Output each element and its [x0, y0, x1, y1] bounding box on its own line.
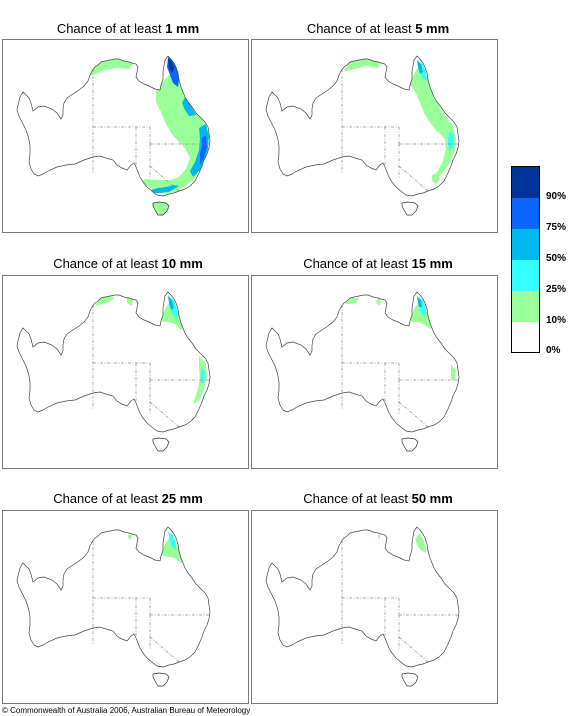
- rainfall-probability-region: [376, 299, 381, 306]
- probability-fill: [128, 532, 184, 563]
- rainfall-probability-region: [127, 298, 133, 306]
- rainfall-probability-region: [417, 61, 423, 74]
- panel-title-50mm: Chance of at least 50 mm: [303, 491, 453, 506]
- panel-title-1mm: Chance of at least 1 mm: [56, 21, 200, 36]
- map-25mm: [2, 510, 249, 704]
- state-border: [398, 636, 429, 663]
- rainfall-probability-region: [417, 297, 422, 307]
- australia-map: [265, 55, 460, 216]
- rainfall-probability-region: [410, 64, 456, 176]
- australia-map: [265, 291, 460, 452]
- state-border: [149, 636, 180, 663]
- legend-label-90: 90%: [546, 191, 567, 202]
- coastline: [16, 526, 211, 668]
- legend-colorbar: [511, 166, 540, 353]
- state-border: [398, 401, 429, 428]
- panel-title-5mm: Chance of at least 5 mm: [306, 21, 450, 36]
- rainfall-probability-region: [161, 535, 184, 563]
- rainfall-probability-region: [432, 172, 440, 185]
- legend-label-0: 0%: [546, 345, 561, 356]
- rainfall-probability-region: [151, 185, 179, 193]
- coastline: [265, 526, 460, 668]
- legend-swatch-90-100: [512, 167, 539, 198]
- tasmania-outline: [152, 201, 170, 216]
- state-border: [398, 165, 429, 192]
- rainfall-probability-region: [415, 533, 426, 553]
- rainfall-probability-region: [345, 298, 359, 304]
- tasmania-outline: [401, 201, 419, 216]
- rainfall-probability-region: [168, 296, 174, 310]
- probability-fill: [95, 295, 207, 404]
- probability-fill: [378, 533, 426, 553]
- coastline: [16, 291, 211, 433]
- tasmania-outline: [152, 672, 170, 687]
- rainfall-probability-region: [433, 118, 442, 132]
- legend-label-10: 10%: [546, 315, 567, 326]
- tasmania-outline: [401, 672, 419, 687]
- legend-swatch-10-25: [512, 291, 539, 322]
- rainfall-probability-region: [448, 132, 454, 151]
- legend-label-25: 25%: [546, 284, 567, 295]
- australia-map: [16, 526, 211, 687]
- australia-map: [265, 526, 460, 687]
- map-10mm: [2, 275, 249, 469]
- legend-swatch-25-50: [512, 260, 539, 291]
- panel-title-15mm: Chance of at least 15 mm: [303, 256, 453, 271]
- copyright-notice: © Commonwealth of Australia 2006, Austra…: [2, 706, 251, 715]
- legend-swatch-75-90: [512, 198, 539, 229]
- panel-title-25mm: Chance of at least 25 mm: [53, 491, 203, 506]
- rainfall-probability-region: [378, 535, 380, 539]
- rainfall-probability-region: [161, 300, 185, 330]
- map-1mm: [2, 39, 249, 233]
- probability-fill: [344, 58, 456, 185]
- state-border: [149, 401, 180, 428]
- rainfall-probability-region: [344, 58, 380, 72]
- rainfall-probability-region: [95, 295, 115, 306]
- rainfall-probability-region: [182, 97, 196, 116]
- map-15mm: [251, 275, 498, 469]
- coastline: [265, 291, 460, 433]
- probability-fill: [90, 57, 209, 194]
- coastline: [16, 55, 211, 197]
- tasmania-outline: [401, 437, 419, 452]
- state-border: [149, 165, 180, 192]
- australia-map: [16, 55, 211, 216]
- australia-map: [16, 291, 211, 452]
- tasmania-outline: [152, 437, 170, 452]
- rainfall-probability-region: [142, 70, 209, 194]
- rainfall-probability-region: [90, 58, 133, 76]
- legend-swatch-0-10: [512, 322, 539, 352]
- rainfall-probability-region: [168, 532, 176, 550]
- rainfall-probability-region: [168, 58, 174, 73]
- rainfall-probability-region: [128, 535, 132, 540]
- coastline: [265, 55, 460, 197]
- probability-fill: [345, 296, 456, 381]
- map-50mm: [251, 510, 498, 704]
- panel-title-10mm: Chance of at least 10 mm: [53, 256, 203, 271]
- legend-label-75: 75%: [546, 222, 567, 233]
- legend-swatch-50-75: [512, 229, 539, 260]
- map-5mm: [251, 39, 498, 233]
- rainfall-probability-region: [200, 135, 207, 165]
- legend-label-50: 50%: [546, 253, 567, 264]
- rainfall-probability-region: [410, 300, 434, 329]
- rainfall-probability-region: [451, 364, 456, 381]
